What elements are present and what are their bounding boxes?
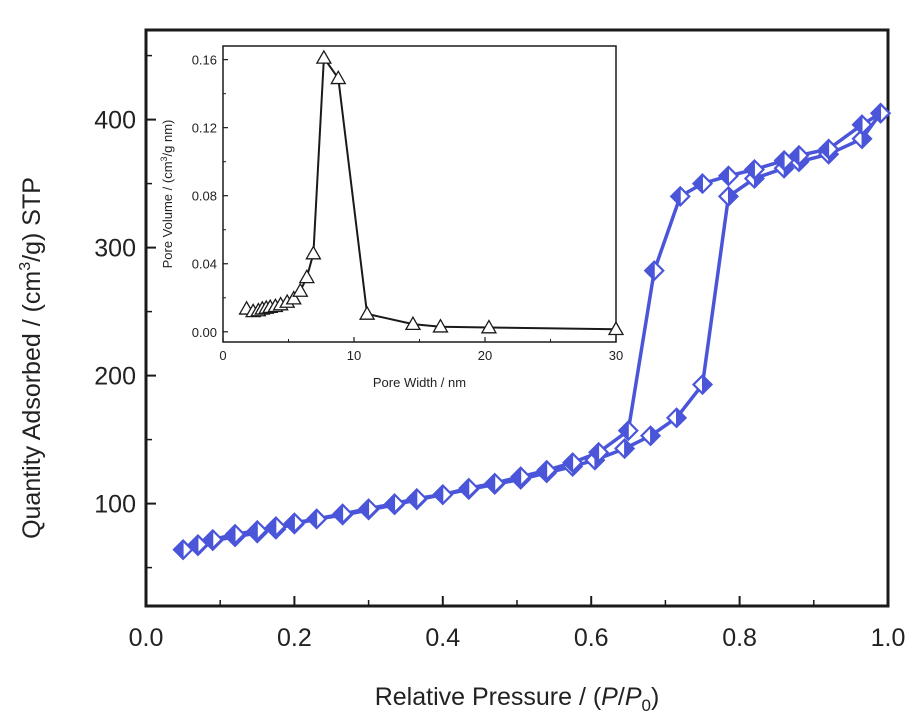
- main-data-point: [224, 523, 246, 545]
- main-y-tick-label: 300: [94, 235, 136, 263]
- inset-data-point: [607, 320, 625, 336]
- inset-ticks: 0 10 20 30 0.00 0.04 0.08 0.12 0.16: [192, 53, 624, 363]
- inset-chart: 0 10 20 30 0.00 0.04 0.08 0.12 0.16 Pore Width /…: [159, 45, 625, 390]
- main-data-point: [358, 498, 380, 520]
- main-data-point: [458, 477, 480, 499]
- inset-data-point: [330, 70, 347, 85]
- main-data-point: [788, 144, 810, 166]
- main-data-point: [172, 539, 194, 561]
- main-data-point: [432, 484, 454, 506]
- main-data-point: [743, 158, 765, 181]
- main-y-tick-label: 400: [94, 107, 136, 135]
- main-data-point: [484, 472, 506, 494]
- main-data-point: [202, 528, 224, 550]
- main-data-point: [643, 260, 665, 282]
- inset-x-axis-label: Pore Width / nm: [373, 375, 466, 390]
- inset-data-point: [480, 319, 498, 334]
- inset-data-point: [285, 290, 302, 305]
- inset-series: [238, 49, 625, 336]
- inset-y-axis-label: Pore Volume / (cm3/g nm): [159, 120, 175, 269]
- inset-y-tick-label: 0.00: [192, 325, 217, 340]
- main-data-point: [187, 534, 209, 556]
- main-x-tick-label: 0.0: [129, 624, 164, 652]
- main-data-point: [283, 512, 305, 534]
- main-data-point: [851, 128, 873, 150]
- inset-y-tick-label: 0.16: [192, 53, 217, 68]
- main-x-tick-label: 0.8: [722, 624, 757, 652]
- inset-data-point: [404, 315, 422, 331]
- main-data-point: [562, 452, 584, 474]
- inset-y-tick-label: 0.12: [192, 121, 217, 136]
- main-data-point: [588, 441, 610, 463]
- main-data-point: [773, 150, 795, 172]
- main-series: [172, 102, 892, 561]
- inset-data-point: [292, 282, 309, 297]
- main-x-tick-label: 0.4: [425, 624, 460, 652]
- main-x-axis-label: Relative Pressure / (P/P0): [375, 683, 660, 715]
- main-data-point: [665, 407, 688, 429]
- inset-y-tick-label: 0.08: [192, 189, 217, 204]
- main-data-point: [384, 493, 406, 515]
- inset-x-tick-label: 0: [219, 348, 226, 363]
- main-x-tick-label: 0.6: [574, 624, 609, 652]
- main-data-point: [406, 487, 428, 510]
- inset-x-tick-label: 20: [478, 348, 492, 363]
- inset-data-point: [298, 269, 315, 284]
- main-data-point: [669, 185, 691, 207]
- main-data-point: [614, 438, 636, 460]
- inset-x-tick-label: 10: [347, 348, 361, 363]
- main-data-point: [246, 519, 268, 542]
- main-data-point: [717, 165, 740, 187]
- main-data-point: [691, 173, 714, 195]
- main-data-point: [510, 466, 532, 488]
- inset-data-point: [432, 318, 449, 333]
- main-data-point: [617, 420, 639, 442]
- main-data-point: [851, 114, 873, 136]
- main-data-point: [717, 185, 740, 207]
- main-data-point: [640, 425, 662, 447]
- main-x-tick-label: 1.0: [871, 624, 906, 652]
- main-data-point: [306, 508, 328, 530]
- inset-x-tick-label: 30: [609, 348, 623, 363]
- main-y-tick-label: 200: [94, 363, 136, 391]
- main-y-tick-label: 100: [94, 491, 136, 519]
- main-y-axis-label: Quantity Adsorbed / (cm3/g) STP: [17, 177, 46, 539]
- main-data-point: [691, 374, 714, 396]
- inset-data-point: [315, 49, 332, 64]
- main-data-point: [265, 516, 287, 538]
- main-data-point: [536, 459, 558, 481]
- inset-plot-frame: [222, 45, 617, 343]
- inset-data-point: [305, 245, 322, 260]
- main-data-point: [870, 102, 892, 124]
- inset-y-tick-label: 0.04: [192, 257, 217, 272]
- inset-data-point: [358, 305, 376, 320]
- main-x-tick-label: 0.2: [277, 624, 312, 652]
- main-data-point: [818, 138, 840, 160]
- main-data-point: [332, 503, 354, 525]
